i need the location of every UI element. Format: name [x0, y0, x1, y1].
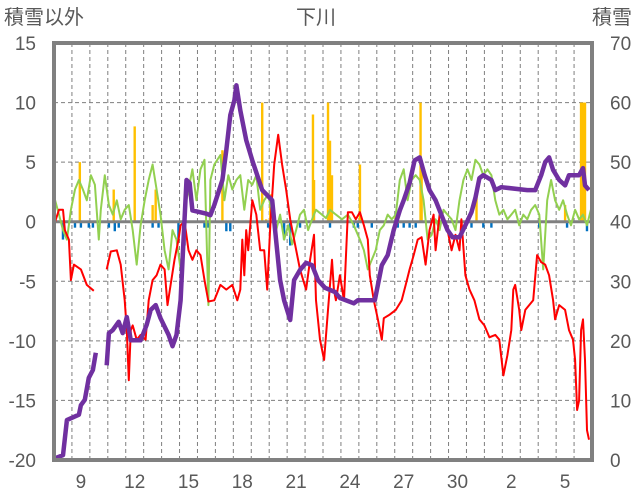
- x-tick-label: 21: [286, 472, 307, 493]
- snowfall-bar: [154, 189, 157, 222]
- y-right-tick-label: 0: [610, 451, 621, 472]
- negative-bar: [157, 221, 160, 228]
- negative-bar: [328, 221, 332, 228]
- negative-bar: [482, 221, 485, 228]
- y-right-tick-label: 50: [610, 153, 631, 174]
- snowfall-bar: [78, 162, 82, 222]
- x-tick-label: 12: [124, 472, 145, 493]
- negative-bar: [117, 221, 120, 228]
- negative-bar: [151, 221, 154, 228]
- negative-bar: [408, 221, 411, 228]
- y-right-tick-label: 20: [610, 332, 631, 353]
- snow-depth-line: [54, 83, 591, 461]
- snowfall-bar: [311, 114, 315, 222]
- x-axis-ticks: 9 12 15 18 21 24 27 30 2 5: [76, 472, 571, 493]
- y-right-tick-label: 40: [610, 213, 631, 234]
- x-tick-label: 15: [178, 472, 199, 493]
- line-series: [54, 83, 592, 461]
- negative-bar: [490, 221, 493, 228]
- snowfall-bar: [133, 126, 136, 222]
- x-tick-label: 27: [393, 472, 414, 493]
- negative-bar: [356, 221, 359, 228]
- snowfall-bar: [312, 180, 316, 222]
- y-left-tick-label: -5: [19, 272, 36, 293]
- snowfall-bar: [420, 169, 423, 222]
- negative-bar: [177, 221, 180, 240]
- negative-bar: [438, 221, 441, 228]
- snowfall-bar: [579, 102, 583, 222]
- negative-bar: [91, 221, 95, 228]
- snowfall-bar: [581, 102, 585, 222]
- snowfall-bar: [563, 205, 567, 222]
- snowfall-bar: [151, 205, 154, 222]
- snowfall-bar: [261, 102, 264, 222]
- gridlines: [54, 43, 592, 460]
- chart-title: 下川: [296, 5, 336, 29]
- negative-bar: [565, 221, 569, 228]
- negative-bar: [87, 221, 90, 228]
- negative-bar: [402, 221, 405, 228]
- x-tick-label: 30: [447, 472, 468, 493]
- x-tick-label: 5: [560, 472, 571, 493]
- y-left-tick-label: 0: [25, 213, 36, 234]
- snowfall-bar: [330, 175, 334, 222]
- green-line-line: [54, 154, 592, 307]
- negative-bar: [107, 221, 111, 228]
- negative-bar: [470, 221, 473, 228]
- y-axis-left-ticks: 15 10 5 0 -5 -10 -15 -20: [9, 34, 36, 472]
- y-left-tick-label: 10: [15, 94, 36, 115]
- y-left-tick-label: 5: [25, 153, 36, 174]
- y-left-tick-label: -10: [9, 332, 36, 353]
- snowfall-bar: [475, 194, 478, 222]
- snowfall-bar: [358, 164, 362, 222]
- negative-bar: [73, 221, 77, 228]
- y-right-tick-label: 10: [610, 391, 631, 412]
- x-tick-label: 2: [506, 472, 517, 493]
- negative-bar: [298, 221, 302, 228]
- snowfall-bar: [326, 102, 330, 222]
- bar-series: [54, 102, 592, 246]
- y-right-tick-label: 60: [610, 94, 631, 115]
- snowfall-bar: [328, 140, 332, 222]
- y-right-tick-label: 70: [610, 34, 631, 55]
- negative-bar: [225, 221, 228, 232]
- negative-bar: [396, 221, 399, 228]
- x-tick-label: 24: [339, 472, 361, 493]
- y-left-tick-label: -15: [9, 391, 36, 412]
- negative-bar: [207, 221, 210, 228]
- y-axis-right-ticks: 70 60 50 40 30 20 10 0: [610, 34, 631, 472]
- negative-bar: [585, 221, 589, 232]
- y-left-tick-label: -20: [9, 451, 36, 472]
- y-axis-left-label: 積雪以外: [4, 5, 84, 29]
- negative-bar: [414, 221, 417, 228]
- plot-border: [52, 41, 594, 462]
- negative-bar: [282, 221, 286, 240]
- snowfall-bar: [583, 102, 587, 222]
- negative-bar: [370, 221, 373, 228]
- red-line-line: [54, 133, 590, 440]
- negative-bar: [203, 221, 206, 228]
- plot-frame: [52, 41, 594, 462]
- x-tick-label: 18: [232, 472, 253, 493]
- negative-bar: [266, 221, 270, 228]
- y-left-tick-label: 15: [15, 34, 36, 55]
- y-right-tick-label: 30: [610, 272, 631, 293]
- snowfall-bar: [112, 189, 115, 222]
- negative-bar: [113, 221, 116, 232]
- negative-bar: [79, 221, 83, 228]
- y-axis-right-label: 積雪: [592, 5, 632, 29]
- x-tick-label: 9: [76, 472, 87, 493]
- negative-bar: [229, 221, 232, 232]
